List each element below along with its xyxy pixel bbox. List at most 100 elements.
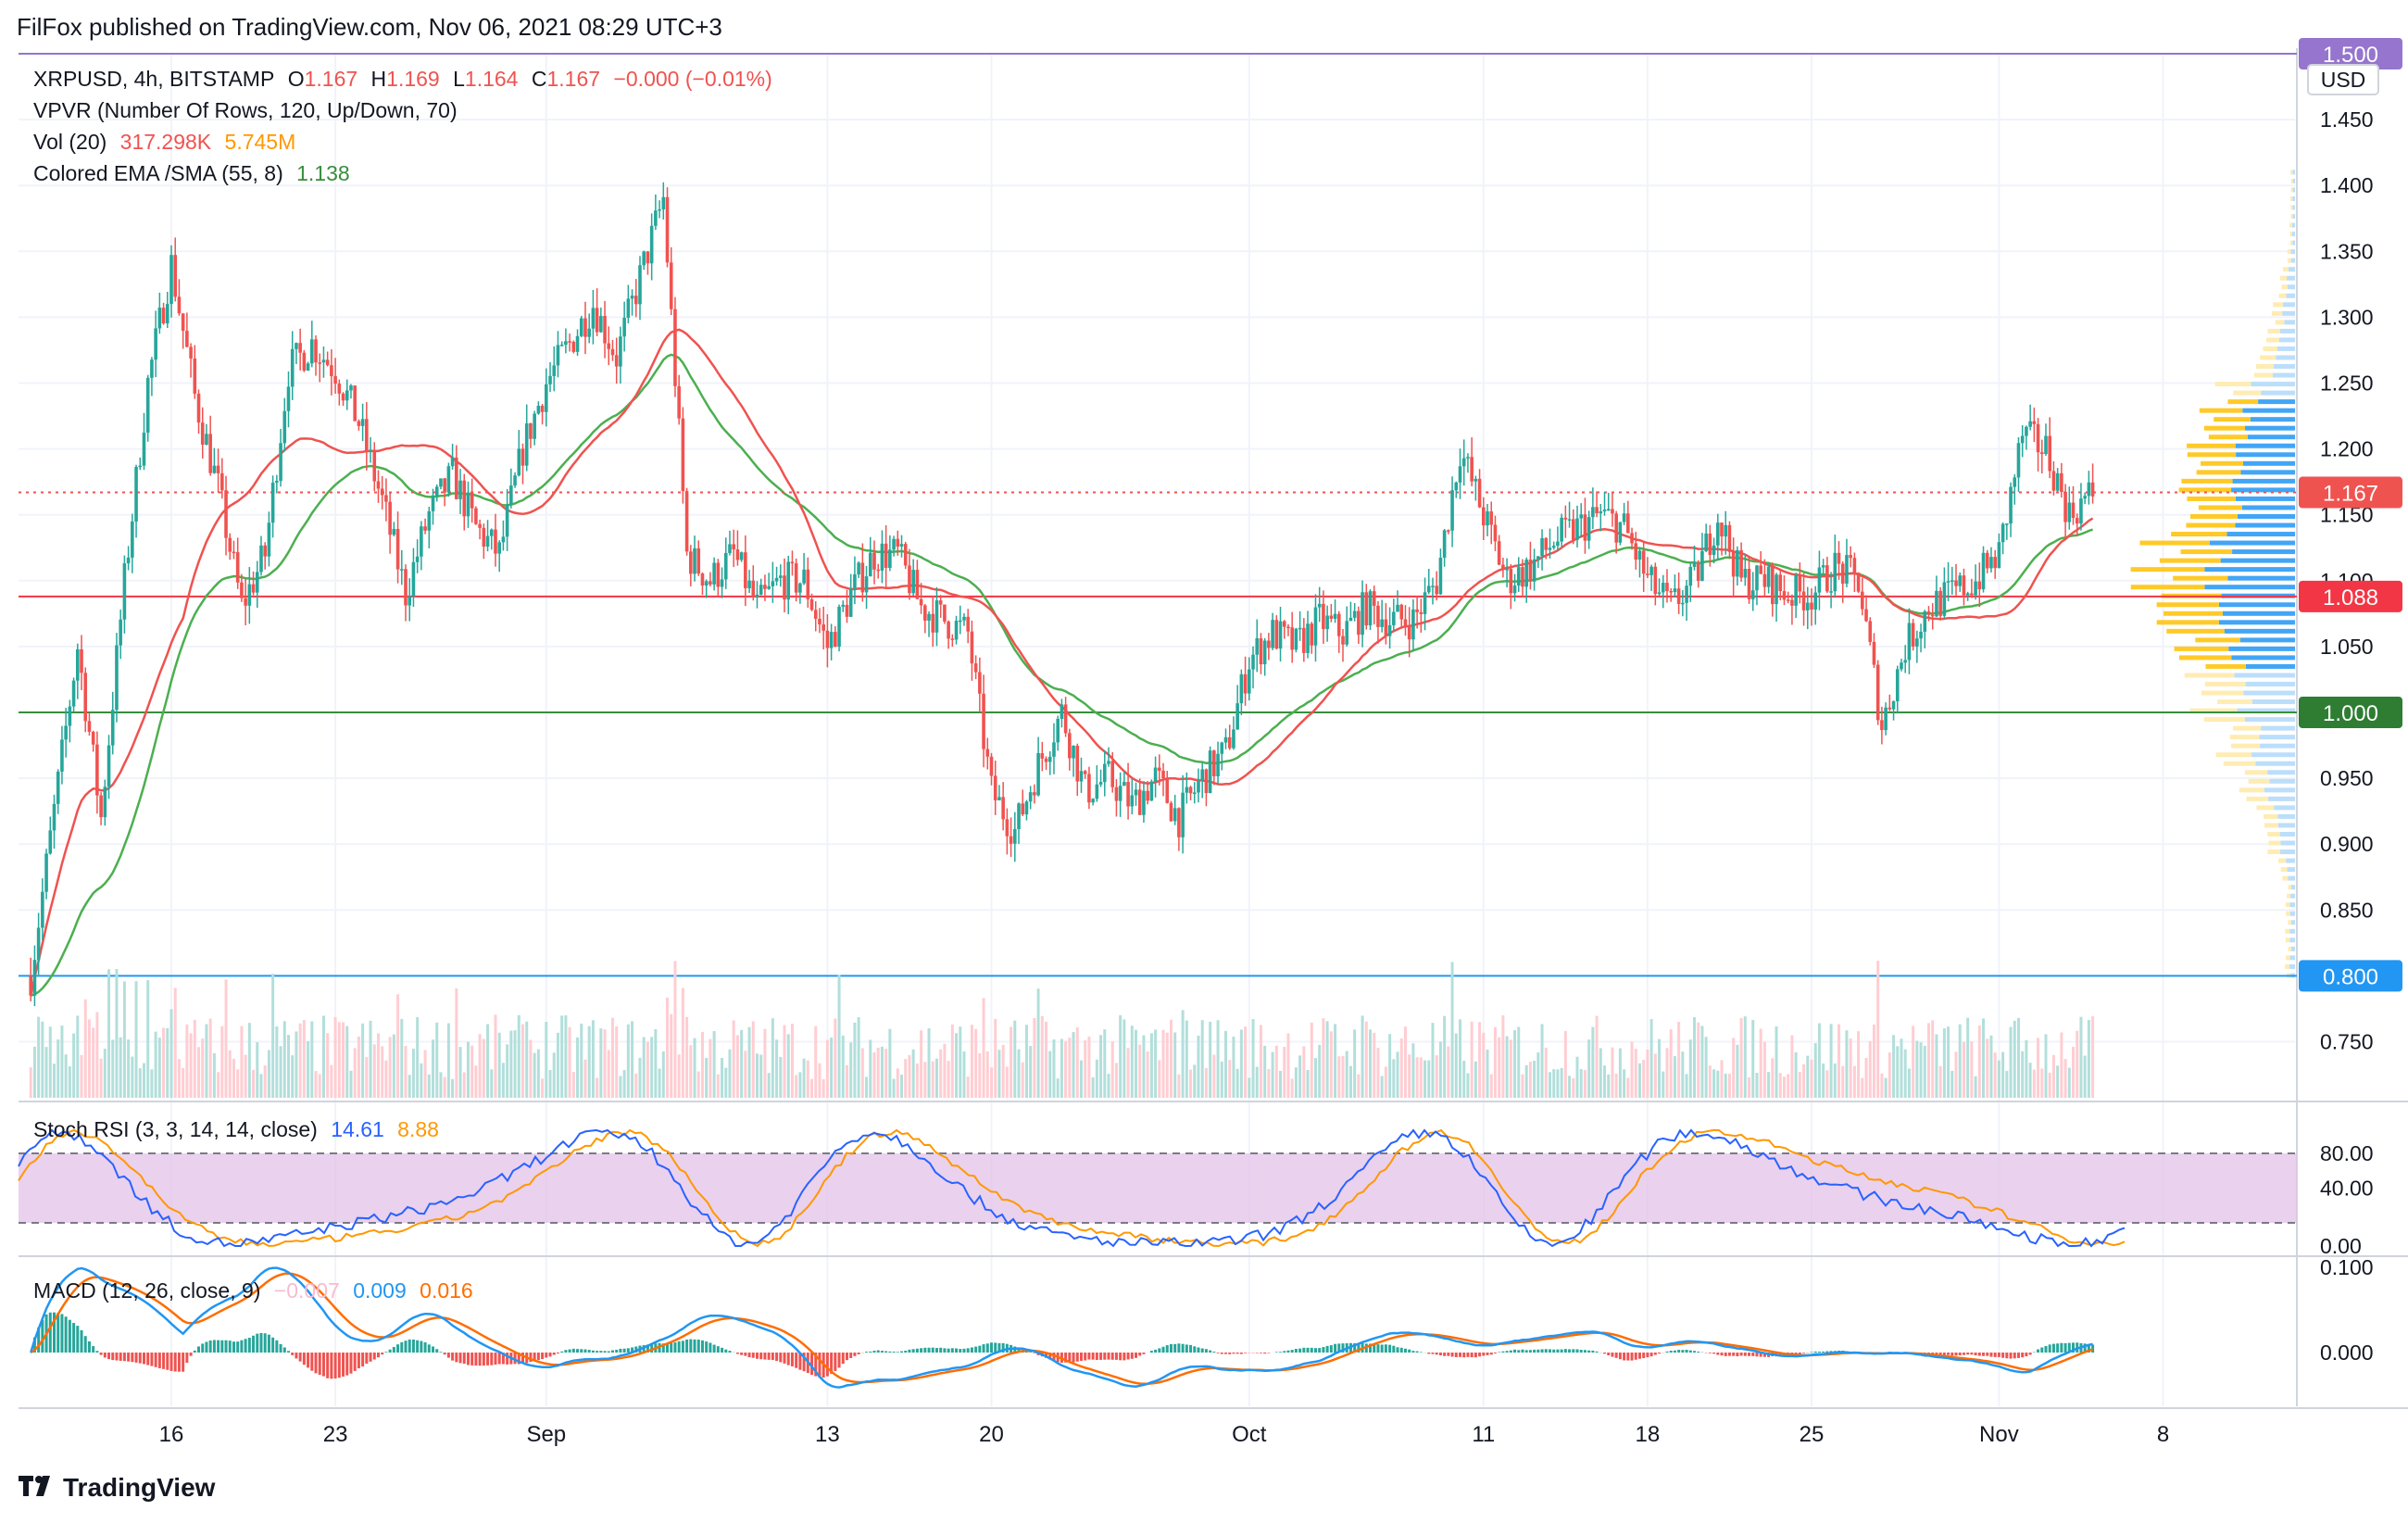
macd-hist-bar (599, 1351, 603, 1353)
volume-bar (1614, 1074, 1618, 1098)
macd-hist-bar (1286, 1350, 1290, 1353)
candle-body (868, 552, 872, 577)
macd-hist-bar (1158, 1348, 1161, 1353)
candle-body (2048, 435, 2052, 472)
candle-body (1122, 782, 1126, 787)
volume-bar (2037, 1038, 2040, 1098)
volume-bar (1099, 1035, 1103, 1098)
tradingview-logo[interactable]: TradingView (19, 1466, 215, 1503)
candle-body (107, 745, 111, 787)
candle-body (1165, 778, 1170, 803)
volume-bar (228, 1050, 232, 1098)
macd-hist-bar (1829, 1351, 1833, 1353)
change-value: −0.000 (−0.01%) (613, 67, 772, 91)
candle-body (1313, 607, 1318, 646)
candle-body (759, 585, 763, 595)
volume-bar (1084, 1039, 1087, 1098)
vpvr-down-bar (2245, 425, 2295, 431)
candle-body (1766, 566, 1771, 587)
macd-hist-bar (1099, 1353, 1103, 1360)
macd-hist-bar (60, 1314, 64, 1353)
volume-value: 317.298K (119, 130, 212, 154)
macd-hist-bar (53, 1312, 56, 1353)
volume-bar (173, 988, 177, 1098)
macd-hist-bar (1388, 1344, 1392, 1353)
candle-body (1611, 509, 1614, 514)
volume-bar (1474, 1061, 1477, 1098)
volume-bar (1493, 1026, 1497, 1098)
candle-body (1267, 640, 1271, 648)
candle-body (439, 478, 443, 487)
candle-body (177, 296, 182, 314)
volume-bar (443, 1076, 446, 1098)
macd-hist-bar (1204, 1349, 1208, 1353)
time-axis: 16 23 Sep 13 20 Oct 11 18 25 Nov 8 (159, 1422, 2170, 1447)
volume-bar (1251, 1019, 1255, 1098)
macd-hist-bar (307, 1353, 310, 1368)
candle-body (1001, 797, 1005, 820)
macd-hist-bar (994, 1342, 997, 1353)
volume-bar (1864, 1058, 1868, 1098)
stoch-rsi-legend[interactable]: Stoch RSI (3, 3, 14, 14, close) 14.61 8.… (33, 1117, 446, 1142)
candle-body (1798, 574, 1802, 592)
candle-body (420, 526, 423, 557)
volume-bar (666, 997, 670, 1098)
volume-bar (497, 1032, 501, 1098)
vpvr-up-bar (2163, 610, 2223, 616)
candle-body (911, 570, 915, 594)
ema-legend[interactable]: Colored EMA /SMA (55, 8) 1.138 (33, 161, 357, 186)
candle-body (1747, 569, 1751, 599)
vpvr-up-bar (2246, 796, 2269, 801)
macd-hist-bar (915, 1348, 919, 1353)
candle-body (825, 630, 830, 648)
macd-hist-bar (603, 1351, 607, 1353)
symbol-label[interactable]: XRPUSD, 4h, BITSTAMP (33, 67, 275, 91)
vpvr-up-bar (2290, 178, 2293, 183)
vpvr-down-bar (2274, 805, 2295, 811)
macd-legend[interactable]: MACD (12, 26, close, 9) −0.007 0.009 0.0… (33, 1278, 481, 1303)
macd-hist-bar (154, 1353, 157, 1367)
candle-body (1743, 569, 1748, 578)
volume-bar (1052, 1039, 1056, 1098)
volume-bar (974, 1028, 978, 1098)
volume-bar (1470, 1021, 1474, 1098)
macd-hist-bar (76, 1326, 80, 1353)
candle-body (1137, 789, 1142, 815)
volume-bar (1888, 1052, 1891, 1098)
candle-body (41, 891, 44, 928)
candle-body (270, 483, 275, 523)
macd-hist-bar (1677, 1350, 1681, 1353)
macd-hist-bar (1607, 1353, 1611, 1356)
candle-body (1888, 707, 1892, 710)
macd-hist-bar (376, 1353, 380, 1358)
volume-bar (1841, 1065, 1845, 1098)
candle-body (494, 529, 497, 554)
candle-body (1204, 769, 1209, 794)
candle-body (1661, 583, 1665, 593)
candle-body (517, 448, 521, 476)
candle-body (353, 385, 357, 422)
macd-hist-bar (220, 1340, 224, 1353)
macd-hist-bar (927, 1347, 931, 1353)
volume-bar (99, 1058, 103, 1098)
candle-body (99, 795, 103, 818)
candle-body (1072, 746, 1075, 759)
price-tick-label: 0.750 (2320, 1030, 2374, 1054)
macd-hist-bar (798, 1353, 802, 1370)
candle-body (767, 585, 771, 589)
vpvr-down-bar (2228, 646, 2295, 651)
macd-signal-line (30, 1272, 2093, 1385)
candle-body (1431, 585, 1435, 587)
candle-body (1044, 758, 1048, 762)
volume-bar (111, 1039, 115, 1098)
macd-hist-bar (751, 1353, 755, 1358)
candle-body (1688, 566, 1693, 586)
macd-hist-bar (740, 1353, 744, 1355)
candle-body (1930, 614, 1935, 617)
stoch-tick-label: 40.00 (2320, 1177, 2374, 1201)
macd-hist-bar (568, 1349, 571, 1353)
volume-legend[interactable]: Vol (20) 317.298K 5.745M (33, 130, 303, 155)
vpvr-down-bar (2247, 434, 2295, 440)
vpvr-legend[interactable]: VPVR (Number Of Rows, 120, Up/Down, 70) (33, 98, 465, 123)
